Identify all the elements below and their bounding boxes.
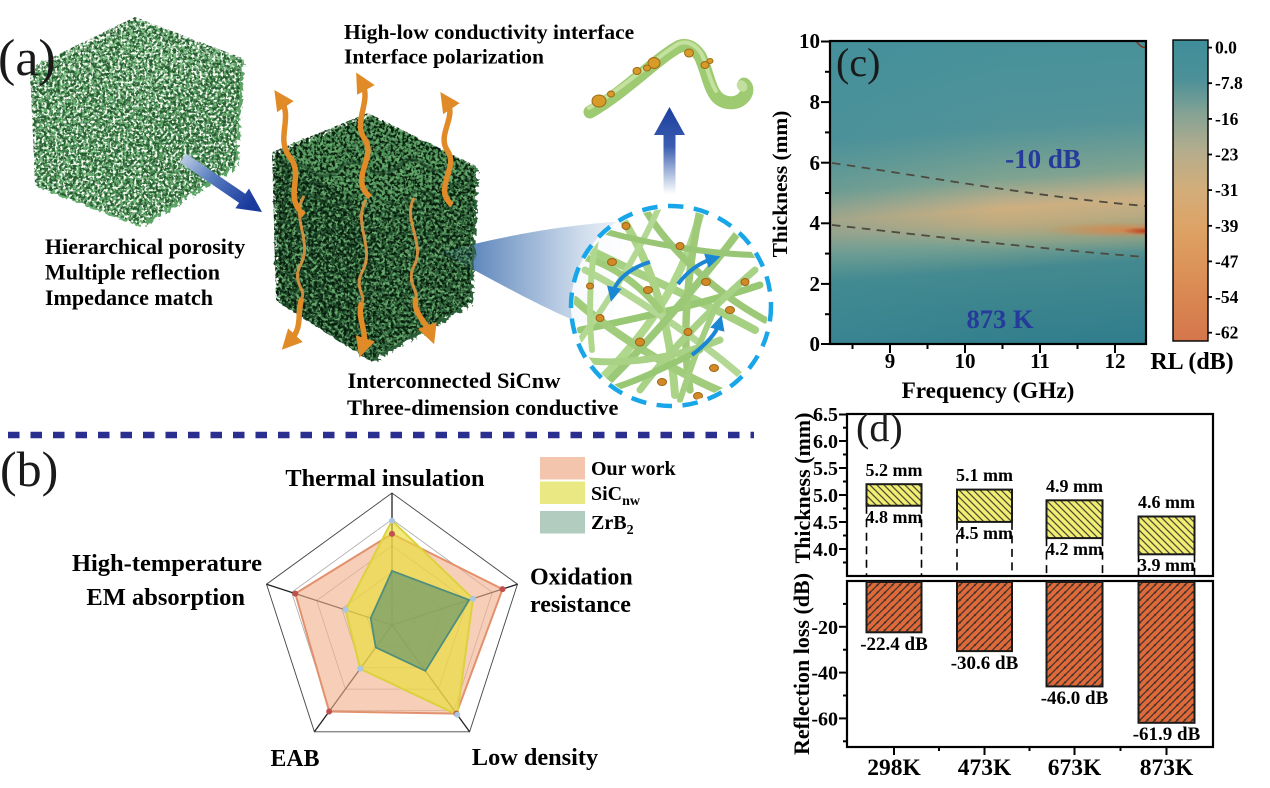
svg-text:SiCnw: SiCnw (591, 483, 641, 509)
svg-text:Multiple reflection: Multiple reflection (45, 260, 220, 285)
svg-text:EAB: EAB (271, 746, 320, 772)
svg-text:-23: -23 (1215, 145, 1239, 165)
svg-text:4.0: 4.0 (813, 539, 838, 561)
svg-text:12: 12 (1105, 349, 1126, 373)
svg-text:Low density: Low density (472, 744, 598, 771)
svg-text:10: 10 (955, 349, 976, 373)
svg-text:-61.9 dB: -61.9 dB (1133, 724, 1201, 745)
svg-text:5.1 mm: 5.1 mm (956, 465, 1013, 485)
svg-text:Three-dimension conductive: Three-dimension conductive (347, 395, 618, 420)
svg-text:5.0: 5.0 (813, 485, 838, 507)
svg-text:Interface polarization: Interface polarization (344, 45, 544, 69)
svg-text:6.0: 6.0 (813, 431, 838, 453)
svg-text:-39: -39 (1215, 216, 1239, 236)
svg-text:Thermal insulation: Thermal insulation (285, 465, 485, 492)
svg-text:(d): (d) (856, 405, 903, 450)
svg-text:-20: -20 (811, 617, 838, 639)
svg-text:4: 4 (810, 211, 821, 235)
svg-text:-30.6 dB: -30.6 dB (951, 653, 1019, 674)
svg-text:Thickness (mm): Thickness (mm) (768, 111, 792, 258)
svg-text:6: 6 (810, 151, 821, 175)
svg-text:-31: -31 (1215, 180, 1238, 200)
svg-text:4.5: 4.5 (813, 512, 838, 534)
svg-text:Interconnected SiCnw: Interconnected SiCnw (348, 368, 562, 393)
svg-text:10: 10 (799, 29, 820, 53)
svg-text:RL (dB): RL (dB) (1150, 349, 1233, 375)
svg-text:4.9 mm: 4.9 mm (1046, 476, 1103, 496)
svg-text:-22.4 dB: -22.4 dB (860, 634, 928, 655)
svg-text:Frequency (GHz): Frequency (GHz) (902, 378, 1075, 404)
svg-text:Thickness (mm): Thickness (mm) (790, 413, 815, 564)
svg-text:873K: 873K (1140, 755, 1194, 781)
svg-text:2: 2 (810, 272, 821, 296)
svg-text:resistance: resistance (530, 592, 631, 618)
svg-text:-40: -40 (811, 663, 838, 685)
svg-text:-16: -16 (1215, 109, 1239, 129)
svg-text:-47: -47 (1215, 251, 1239, 271)
svg-text:5.5: 5.5 (813, 458, 838, 480)
svg-text:9: 9 (885, 349, 896, 373)
svg-text:-60: -60 (811, 708, 838, 730)
svg-text:Hierarchical porosity: Hierarchical porosity (45, 234, 245, 259)
svg-text:EM absorption: EM absorption (86, 584, 245, 611)
svg-text:11: 11 (1030, 349, 1050, 373)
svg-text:Reflection loss (dB): Reflection loss (dB) (789, 573, 814, 755)
svg-text:(b): (b) (0, 441, 58, 497)
svg-text:High-temperature: High-temperature (72, 550, 262, 577)
svg-text:473K: 473K (958, 755, 1012, 781)
svg-text:-10 dB: -10 dB (1005, 144, 1081, 174)
svg-text:4.8 mm: 4.8 mm (866, 507, 923, 527)
svg-text:4.5 mm: 4.5 mm (956, 523, 1013, 543)
svg-text:8: 8 (810, 90, 821, 114)
svg-text:0: 0 (810, 332, 821, 356)
svg-text:-46.0 dB: -46.0 dB (1041, 688, 1109, 709)
svg-text:673K: 673K (1048, 755, 1102, 781)
svg-text:6.5: 6.5 (813, 404, 838, 426)
svg-text:-54: -54 (1215, 287, 1239, 307)
svg-text:873 K: 873 K (967, 304, 1034, 334)
svg-text:(c): (c) (836, 40, 880, 85)
svg-text:Impedance match: Impedance match (45, 285, 213, 310)
svg-text:298K: 298K (867, 755, 921, 781)
svg-text:ZrB2: ZrB2 (591, 512, 634, 538)
svg-text:(a): (a) (0, 30, 56, 87)
svg-text:4.6 mm: 4.6 mm (1138, 492, 1195, 512)
svg-text:High-low conductivity interfac: High-low conductivity interface (344, 20, 634, 44)
svg-text:-7.8: -7.8 (1215, 73, 1243, 93)
svg-text:3.9 mm: 3.9 mm (1138, 555, 1195, 575)
svg-text:-62: -62 (1215, 323, 1238, 343)
svg-text:Oxidation: Oxidation (530, 565, 633, 591)
svg-text:0.0: 0.0 (1215, 38, 1237, 58)
svg-text:Our work: Our work (591, 458, 677, 480)
svg-text:5.2 mm: 5.2 mm (866, 460, 923, 480)
svg-text:4.2 mm: 4.2 mm (1046, 539, 1103, 559)
